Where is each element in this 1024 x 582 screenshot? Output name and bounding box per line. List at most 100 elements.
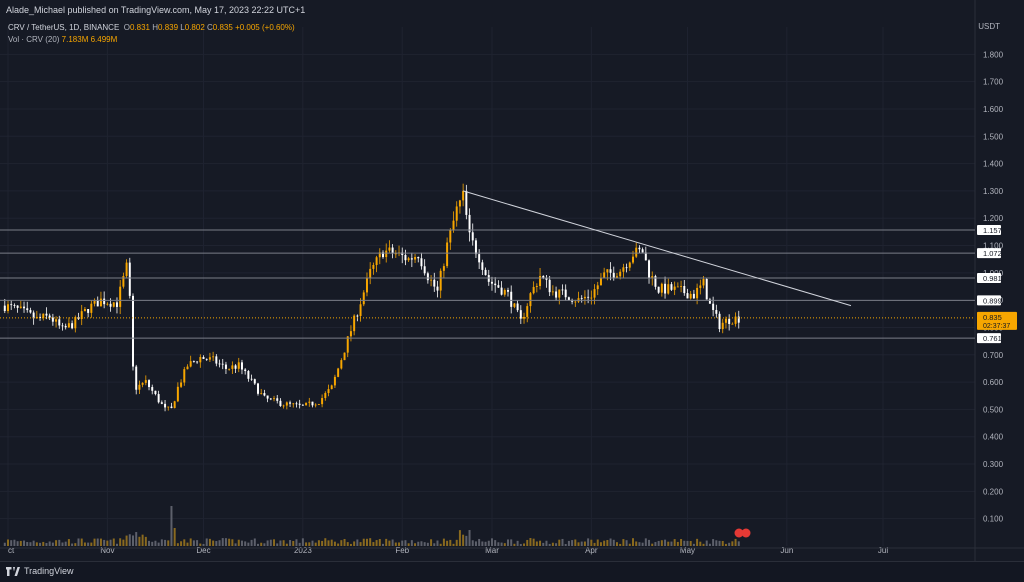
volume-bar: [343, 538, 346, 546]
volume-bar: [539, 540, 542, 546]
volume-bar: [327, 540, 330, 546]
bar-countdown-label: 02:37:37: [983, 323, 1010, 330]
candle-down: [301, 404, 304, 406]
candle-down: [61, 325, 64, 327]
volume-bar: [215, 541, 218, 546]
candle-up: [228, 368, 231, 370]
volume-bar: [417, 541, 420, 546]
volume-bar: [436, 540, 439, 546]
volume-bar: [385, 538, 388, 546]
volume-bar: [619, 543, 622, 546]
candle-down: [218, 363, 221, 365]
volume-bar: [180, 541, 183, 546]
candle-down: [471, 232, 474, 241]
high-value: 0.839: [158, 23, 179, 32]
volume-bar: [115, 543, 118, 546]
volume-bar: [692, 543, 695, 546]
candle-down: [170, 406, 173, 409]
candle-down: [567, 297, 570, 301]
volume-bar: [439, 543, 442, 546]
candle-up: [330, 385, 333, 390]
level-price-tag: [977, 273, 1001, 284]
volume-bar: [465, 535, 468, 546]
candle-up: [603, 272, 606, 279]
volume-bar: [407, 543, 410, 546]
current-price-tag: [977, 311, 1017, 330]
candle-up: [599, 278, 602, 286]
volume-bar: [523, 543, 526, 546]
candle-up: [455, 206, 458, 221]
y-tick-label: 1.800: [983, 50, 1004, 59]
volume-bar: [51, 542, 54, 546]
y-tick-label: 1.400: [983, 160, 1004, 169]
volume-bar: [378, 539, 381, 546]
candle-up: [122, 276, 125, 287]
volume-bar: [689, 541, 692, 546]
level-price-tag: [977, 248, 1001, 259]
volume-bar: [372, 542, 375, 546]
candle-down: [103, 298, 106, 305]
change-value: +0.005 (+0.60%): [235, 23, 295, 32]
close-label: C: [207, 23, 213, 32]
candle-up: [628, 262, 631, 268]
candle-down: [542, 276, 545, 278]
volume-bar: [369, 538, 372, 546]
volume-bar: [724, 543, 727, 546]
volume-bar: [122, 539, 125, 546]
candle-down: [164, 403, 167, 408]
volume-bar: [507, 539, 509, 546]
volume-legend-row: Vol · CRV (20) 7.183M 6.499M: [8, 34, 295, 46]
volume-bar: [253, 538, 256, 546]
volume-label[interactable]: Vol · CRV (20): [8, 35, 60, 44]
candle-down: [497, 285, 500, 288]
volume-bar: [484, 541, 487, 546]
candle-down: [202, 357, 205, 359]
candle-down: [423, 266, 426, 274]
candle-up: [212, 356, 215, 358]
descending-trendline: [462, 190, 852, 307]
candle-up: [721, 322, 724, 330]
volume-bar: [273, 539, 276, 546]
candle-up: [724, 318, 727, 323]
volume-bar: [183, 539, 186, 546]
candle-up: [282, 405, 285, 407]
price-chart[interactable]: 1.800 1.700 1.600 1.500 1.400 1.300 1.200 1.100…: [0, 0, 1024, 561]
candle-down: [420, 258, 423, 267]
candle-up: [112, 302, 115, 307]
volume-bar: [468, 530, 471, 546]
candle-up: [337, 368, 340, 377]
candle-up: [173, 401, 176, 409]
candle-down: [587, 296, 590, 298]
volume-bar: [157, 542, 160, 546]
candle-up: [55, 319, 58, 322]
candle-up: [452, 220, 455, 230]
candle-down: [279, 400, 282, 406]
open-value: 0.831: [129, 23, 151, 32]
volume-bar: [481, 541, 484, 546]
candle-up: [689, 293, 692, 299]
candle-up: [189, 361, 192, 367]
candle-down: [71, 323, 74, 329]
tradingview-logo[interactable]: TradingView: [6, 566, 74, 576]
volume-bar: [641, 542, 644, 546]
symbol-label[interactable]: CRV / TetherUS, 1D, BINANCE: [8, 23, 120, 32]
candle-up: [535, 285, 538, 287]
candle-down: [3, 305, 6, 312]
candle-down: [32, 312, 35, 319]
candle-up: [231, 365, 234, 369]
candle-up: [583, 296, 586, 299]
candle-up: [676, 286, 679, 288]
volume-bar: [257, 543, 259, 546]
volume-bar: [144, 536, 147, 546]
candle-up: [260, 393, 263, 394]
candle-down: [151, 387, 154, 391]
candle-up: [90, 303, 93, 313]
candle-up: [167, 406, 170, 408]
volume-bar: [189, 538, 192, 546]
volume-bar: [154, 540, 157, 546]
volume-bar: [135, 532, 138, 546]
volume-bar: [705, 540, 708, 546]
volume-bar: [298, 542, 301, 546]
candle-down: [718, 313, 721, 330]
